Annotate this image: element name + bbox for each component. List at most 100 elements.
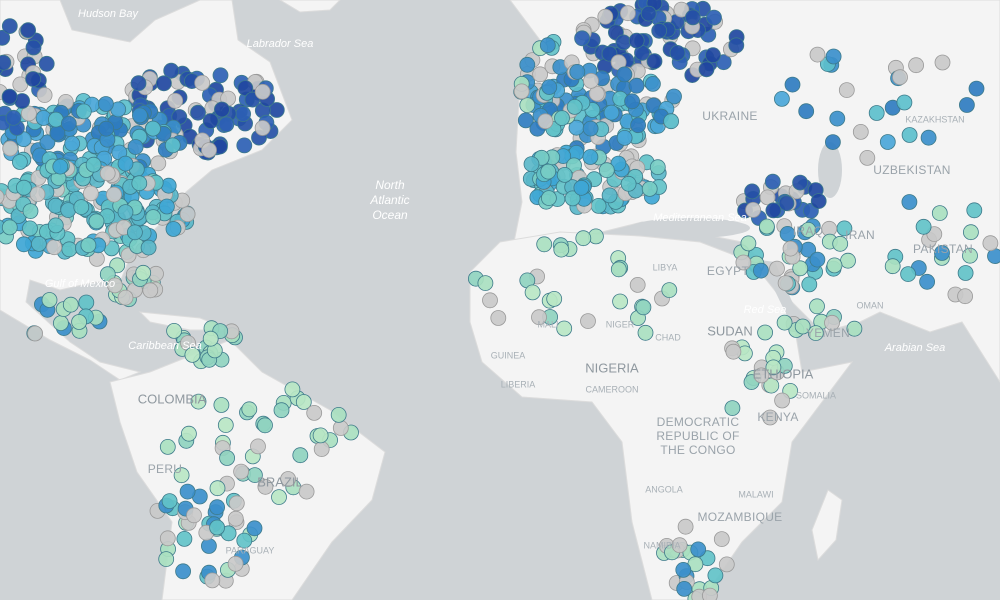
station-dot bbox=[663, 113, 679, 130]
station-dot bbox=[517, 112, 534, 129]
station-dot bbox=[616, 66, 633, 83]
station-dot bbox=[564, 190, 581, 207]
station-dot bbox=[22, 203, 39, 220]
red-sea bbox=[760, 260, 800, 322]
station-dot bbox=[753, 262, 769, 279]
station-dot bbox=[227, 510, 244, 527]
station-dot bbox=[52, 158, 69, 175]
station-dot bbox=[616, 129, 633, 146]
country-label: EGYPT bbox=[707, 264, 750, 278]
station-dot bbox=[690, 541, 707, 558]
sea-label: Caribbean Sea bbox=[128, 340, 201, 352]
station-dot bbox=[131, 107, 148, 124]
country-label: BRAZIL bbox=[257, 474, 303, 489]
station-dot bbox=[31, 235, 47, 252]
station-dot bbox=[553, 241, 570, 258]
station-dot bbox=[140, 239, 157, 256]
sea-label: Red Sea bbox=[744, 304, 787, 316]
station-dot bbox=[531, 309, 547, 326]
station-dot bbox=[213, 101, 230, 118]
station-dot bbox=[209, 499, 226, 516]
station-dot bbox=[41, 292, 58, 308]
station-dot bbox=[53, 315, 69, 332]
station-dot bbox=[46, 239, 63, 256]
station-dot bbox=[597, 8, 614, 25]
station-dot bbox=[649, 159, 666, 176]
station-dot bbox=[217, 417, 234, 434]
country-label: THE CONGO bbox=[660, 443, 735, 457]
station-dot bbox=[179, 206, 196, 223]
station-dot bbox=[5, 109, 22, 126]
station-dot bbox=[159, 530, 176, 547]
station-dot bbox=[624, 93, 640, 110]
station-dot bbox=[313, 441, 330, 458]
country-label: SUDAN bbox=[707, 323, 753, 338]
station-dot bbox=[218, 116, 235, 133]
station-dot bbox=[759, 189, 776, 206]
station-dot bbox=[2, 140, 19, 157]
station-dot bbox=[603, 104, 620, 121]
sea-label: Labrador Sea bbox=[247, 38, 314, 50]
station-dot bbox=[477, 275, 494, 292]
station-dot bbox=[60, 202, 77, 219]
country-label: UZBEKISTAN bbox=[873, 163, 950, 177]
station-dot bbox=[513, 83, 530, 100]
caspian bbox=[818, 142, 842, 198]
station-dot bbox=[824, 314, 840, 331]
sea-label: Mediterranean Sea bbox=[653, 212, 747, 224]
station-dot bbox=[628, 77, 645, 94]
station-dot bbox=[236, 532, 253, 549]
station-dot bbox=[241, 401, 258, 418]
station-dot bbox=[20, 105, 37, 122]
station-dot bbox=[573, 179, 590, 196]
station-dot bbox=[27, 325, 43, 342]
station-dot bbox=[962, 247, 978, 264]
station-dot bbox=[25, 71, 41, 87]
station-dot bbox=[629, 276, 646, 293]
station-dot bbox=[204, 572, 221, 589]
station-dot bbox=[896, 94, 913, 111]
station-dot bbox=[645, 76, 661, 92]
station-dot bbox=[826, 257, 843, 274]
station-dot bbox=[85, 156, 102, 173]
madagascar bbox=[811, 489, 843, 562]
country-label: NIGERIA bbox=[585, 360, 639, 375]
station-dot bbox=[574, 30, 590, 47]
labels: Hudson Bay Labrador Sea Gulf of Mexico C… bbox=[45, 8, 973, 555]
station-dot bbox=[892, 69, 908, 86]
station-dot bbox=[901, 194, 918, 210]
station-dot bbox=[142, 282, 159, 299]
station-dot bbox=[934, 245, 950, 261]
station-dot bbox=[661, 282, 678, 299]
station-dot bbox=[620, 5, 636, 22]
station-dot bbox=[677, 518, 694, 535]
station-dot bbox=[735, 254, 752, 271]
station-dot bbox=[25, 39, 42, 56]
country-label: DEMOCRATIC bbox=[657, 415, 740, 429]
station-dot bbox=[630, 117, 646, 134]
station-dot bbox=[164, 137, 181, 154]
station-dot bbox=[615, 34, 632, 51]
station-dot bbox=[598, 162, 615, 179]
station-dot bbox=[36, 87, 53, 103]
station-dot bbox=[646, 53, 663, 70]
station-dot bbox=[135, 264, 152, 281]
station-dot bbox=[190, 104, 206, 121]
country-label: CAMEROON bbox=[585, 384, 638, 394]
station-dot bbox=[776, 314, 793, 331]
station-dot bbox=[519, 56, 536, 73]
station-dot bbox=[546, 290, 563, 307]
station-dot bbox=[718, 556, 735, 573]
station-dot bbox=[523, 156, 540, 173]
station-dot bbox=[792, 260, 809, 277]
station-dot bbox=[763, 377, 780, 394]
station-dot bbox=[64, 135, 81, 152]
country-label: UKRAINE bbox=[702, 109, 757, 123]
station-dot bbox=[209, 519, 226, 536]
station-dot bbox=[610, 261, 627, 278]
station-dot bbox=[920, 129, 937, 146]
station-dot bbox=[519, 97, 536, 113]
station-dot bbox=[541, 79, 558, 95]
station-dot bbox=[250, 438, 266, 455]
station-dot bbox=[482, 292, 498, 309]
